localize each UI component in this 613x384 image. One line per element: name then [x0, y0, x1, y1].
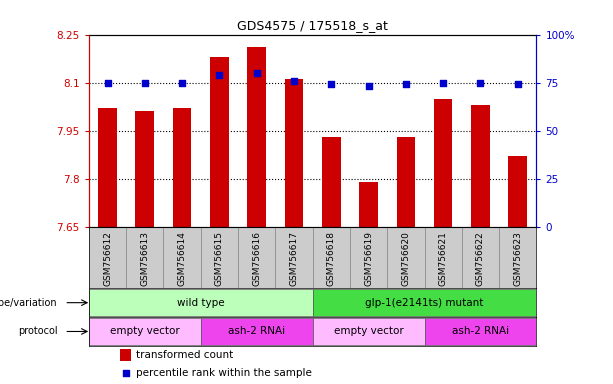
Text: GSM756614: GSM756614	[178, 232, 186, 286]
Bar	[89, 318, 201, 345]
Bar	[313, 318, 424, 345]
Point	[215, 72, 224, 78]
Bar	[126, 227, 164, 288]
Text: GSM756618: GSM756618	[327, 232, 336, 286]
Bar	[120, 349, 131, 361]
Text: GSM756622: GSM756622	[476, 232, 485, 286]
Bar	[284, 79, 303, 227]
Text: GSM756612: GSM756612	[103, 232, 112, 286]
Bar	[275, 227, 313, 288]
Bar	[201, 318, 313, 345]
Bar	[508, 156, 527, 227]
Bar	[135, 111, 154, 227]
Point	[326, 81, 336, 88]
Text: percentile rank within the sample: percentile rank within the sample	[136, 367, 312, 377]
Bar	[359, 182, 378, 227]
Point	[364, 83, 373, 89]
Text: GSM756621: GSM756621	[439, 232, 447, 286]
Bar	[164, 227, 200, 288]
Text: wild type: wild type	[177, 298, 224, 308]
Point	[252, 70, 262, 76]
Bar	[210, 57, 229, 227]
Text: GSM756616: GSM756616	[252, 232, 261, 286]
Text: GSM756623: GSM756623	[513, 232, 522, 286]
Bar	[313, 289, 536, 316]
Bar	[201, 227, 238, 288]
Point	[513, 81, 523, 88]
Bar	[434, 99, 452, 227]
Text: GSM756615: GSM756615	[215, 232, 224, 286]
Point	[121, 369, 131, 376]
Text: empty vector: empty vector	[333, 326, 403, 336]
Text: ash-2 RNAi: ash-2 RNAi	[452, 326, 509, 336]
Text: glp-1(e2141ts) mutant: glp-1(e2141ts) mutant	[365, 298, 484, 308]
Point	[289, 78, 299, 84]
Text: GSM756620: GSM756620	[402, 232, 410, 286]
Bar	[397, 137, 415, 227]
Bar	[471, 105, 490, 227]
Title: GDS4575 / 175518_s_at: GDS4575 / 175518_s_at	[237, 19, 388, 32]
Bar	[424, 227, 462, 288]
Text: empty vector: empty vector	[110, 326, 180, 336]
Point	[476, 79, 485, 86]
Text: ash-2 RNAi: ash-2 RNAi	[228, 326, 285, 336]
Bar	[387, 227, 424, 288]
Point	[140, 79, 150, 86]
Bar	[322, 137, 341, 227]
Bar	[462, 227, 499, 288]
Text: genotype/variation: genotype/variation	[0, 298, 58, 308]
Text: GSM756617: GSM756617	[289, 232, 299, 286]
Text: transformed count: transformed count	[136, 350, 233, 360]
Point	[401, 81, 411, 88]
Bar	[89, 289, 313, 316]
Point	[177, 79, 187, 86]
Bar	[173, 108, 191, 227]
Bar	[89, 227, 126, 288]
Bar	[238, 227, 275, 288]
Bar	[98, 108, 117, 227]
Point	[102, 79, 112, 86]
Bar	[313, 227, 350, 288]
Text: GSM756619: GSM756619	[364, 232, 373, 286]
Text: GSM756613: GSM756613	[140, 232, 150, 286]
Bar	[424, 318, 536, 345]
Bar	[499, 227, 536, 288]
Bar	[350, 227, 387, 288]
Bar	[248, 47, 266, 227]
Text: protocol: protocol	[18, 326, 58, 336]
Point	[438, 79, 448, 86]
